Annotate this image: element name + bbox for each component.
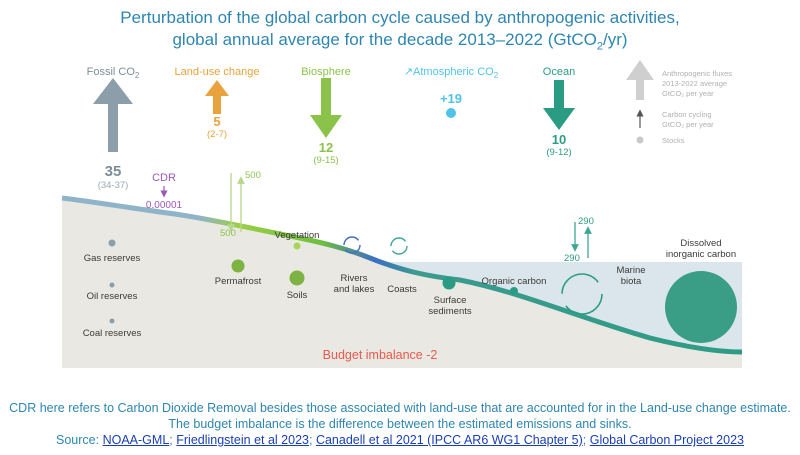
soils-stock: [289, 270, 305, 286]
oil-reserves-stock: [109, 282, 115, 288]
source-link-gcp[interactable]: Global Carbon Project 2023: [589, 433, 744, 447]
land-use-flux-arrow: [205, 80, 229, 114]
legend-stocks: Stocks: [662, 136, 685, 145]
source-line: Source: NOAA-GML; Friedlingstein et al 2…: [56, 433, 744, 447]
atmospheric-label: ↗Atmospheric CO2: [404, 66, 499, 80]
organic-carbon-stock: [510, 287, 518, 295]
biosphere-flux-arrow: [310, 78, 342, 138]
dissolved-inorganic-carbon-stock: [665, 271, 737, 343]
oil-reserves-label: Oil reserves: [87, 291, 138, 302]
diagram-title-line1: Perturbation of the global carbon cycle …: [120, 8, 680, 27]
footnote-budget: The budget imbalance is the difference b…: [168, 417, 632, 431]
source-link-noaa[interactable]: NOAA-GML: [102, 433, 170, 447]
rivers-label-1: Rivers: [341, 273, 368, 284]
fossil-range: (34-37): [98, 180, 129, 191]
footnote-cdr: CDR here refers to Carbon Dioxide Remova…: [9, 401, 791, 415]
surface-line: [61, 195, 743, 355]
land-cycling-down: 500: [220, 228, 236, 239]
vegetation-stock: [293, 242, 301, 250]
biosphere-range: (9-15): [313, 155, 338, 166]
legend-arrow-icon: [626, 60, 654, 100]
gas-reserves-stock: [108, 239, 116, 247]
coasts-label: Coasts: [387, 284, 417, 295]
land-area: [62, 198, 742, 368]
source-label: Source:: [56, 433, 100, 447]
source-link-canadell[interactable]: Canadell et al 2021 (IPCC AR6 WG1 Chapte…: [315, 433, 583, 447]
permafrost-label: Permafrost: [215, 276, 262, 287]
fossil-flux-arrow: [93, 78, 133, 152]
fossil-label: Fossil CO2: [87, 66, 140, 80]
legend-anthropogenic-2: 2013-2022 average: [662, 79, 727, 88]
gas-reserves-label: Gas reserves: [84, 253, 141, 264]
marine-cycle-icon: [561, 273, 603, 315]
surface-sediments-stock: [442, 276, 456, 290]
ocean-cycling-arrows: [571, 222, 592, 258]
legend: [626, 60, 654, 144]
cdr-label: CDR: [152, 172, 176, 184]
ocean-cycling-up: 290: [578, 216, 594, 227]
atmospheric-value: +19: [440, 91, 462, 106]
ocean-label: Ocean: [543, 66, 575, 78]
atmospheric-co2-dot: [446, 108, 456, 118]
legend-cycling-1: Carbon cycling: [662, 110, 712, 119]
biosphere-value: 12: [319, 140, 333, 155]
land-use-label: Land-use change: [174, 66, 259, 78]
legend-cycling-2: GtCO₂ per year: [662, 120, 714, 129]
soils-label: Soils: [287, 290, 308, 301]
land-use-value: 5: [213, 114, 220, 129]
source-link-friedlingstein[interactable]: Friedlingstein et al 2023: [176, 433, 309, 447]
vegetation-label: Vegetation: [275, 230, 320, 241]
dissolved-label-2: inorganic carbon: [666, 249, 736, 260]
dissolved-label-1: Dissolved: [680, 238, 721, 249]
legend-anthropogenic-1: Anthropogenic fluxes: [662, 69, 732, 78]
organic-carbon-label: Organic carbon: [482, 276, 547, 287]
surface-label-1: Surface: [434, 295, 467, 306]
legend-anthropogenic-3: GtCO₂ per year: [662, 89, 714, 98]
land-use-range: (2-7): [207, 129, 227, 140]
diagram-title-line2: global annual average for the decade 201…: [172, 30, 628, 53]
surface-label-2: sediments: [428, 306, 472, 317]
land-cycling-up: 500: [245, 170, 261, 181]
river-cycle-icon: [343, 236, 361, 254]
budget-imbalance: Budget imbalance -2: [323, 348, 438, 362]
coal-reserves-stock: [109, 318, 115, 324]
land-cycling-arrows: [227, 173, 245, 232]
marine-biota-label-1: Marine: [616, 265, 645, 276]
coal-reserves-label: Coal reserves: [83, 328, 142, 339]
coast-cycle-icon: [390, 237, 408, 255]
permafrost-stock: [231, 259, 245, 273]
rivers-label-2: and lakes: [334, 284, 375, 295]
legend-stock-icon: [636, 136, 644, 144]
marine-biota-label-2: biota: [621, 276, 642, 287]
ocean-range: (9-12): [546, 147, 571, 158]
cdr-value: 0.00001: [146, 200, 183, 211]
biosphere-label: Biosphere: [301, 66, 351, 78]
ocean-cycling-down: 290: [564, 253, 580, 264]
fossil-value: 35: [105, 163, 122, 180]
ocean-value: 10: [552, 132, 566, 147]
ocean-flux-arrow: [543, 80, 575, 130]
